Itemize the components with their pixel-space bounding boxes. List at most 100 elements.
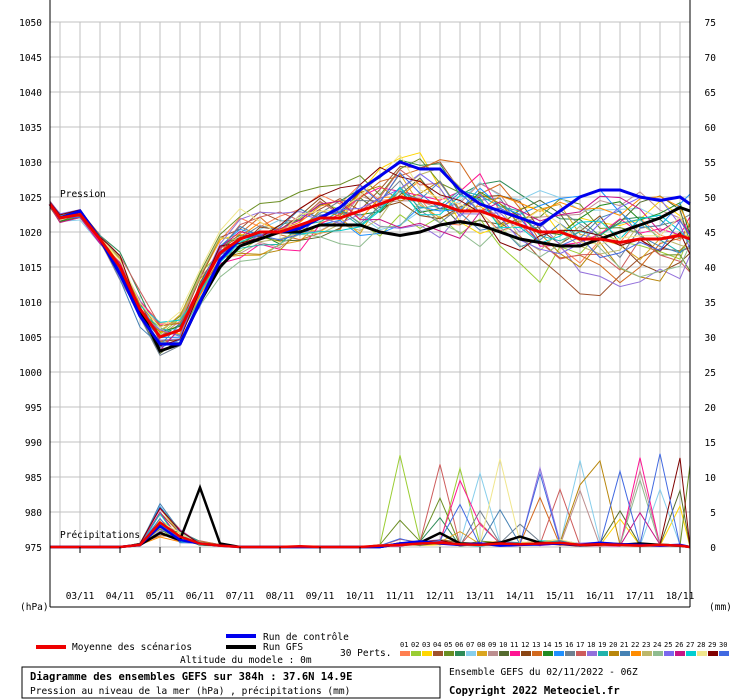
left-tick-label: 990: [25, 438, 42, 449]
right-tick-label: 45: [705, 228, 716, 239]
pert-swatch: [499, 651, 509, 656]
pert-number: 24: [653, 641, 661, 649]
section-label-pression: Pression: [60, 189, 106, 200]
right-tick-label: 60: [705, 123, 717, 134]
pert-swatch: [477, 651, 487, 656]
pert-number: 03: [422, 641, 430, 649]
pert-swatch: [664, 651, 674, 656]
pert-swatch: [719, 651, 729, 656]
pert-number: 08: [477, 641, 485, 649]
right-tick-label: 25: [705, 368, 716, 379]
pert-number: 01: [400, 641, 408, 649]
ensemble-run: Ensemble GEFS du 02/11/2022 - 06Z: [449, 667, 638, 678]
x-tick-label: 04/11: [106, 591, 135, 602]
right-tick-label: 10: [705, 473, 717, 484]
copyright: Copyright 2022 Meteociel.fr: [449, 685, 620, 697]
left-tick-label: 980: [25, 508, 42, 519]
right-tick-label: 30: [705, 333, 717, 344]
right-tick-label: 50: [705, 193, 717, 204]
left-tick-label: 1020: [19, 228, 42, 239]
pert-number: 11: [510, 641, 518, 649]
pert-number: 17: [576, 641, 584, 649]
legend-label-control: Run de contrôle: [263, 632, 349, 643]
left-tick-label: 975: [25, 543, 42, 554]
right-tick-label: 0: [710, 543, 716, 554]
pert-swatch: [697, 651, 707, 656]
left-tick-label: 995: [25, 403, 42, 414]
pert-number: 04: [433, 641, 441, 649]
x-tick-label: 08/11: [266, 591, 295, 602]
left-tick-label: 1005: [19, 333, 42, 344]
left-tick-label: 1000: [19, 368, 42, 379]
right-axis-unit: (mm): [709, 602, 732, 613]
pert-number: 16: [565, 641, 573, 649]
x-tick-label: 07/11: [226, 591, 255, 602]
pert-swatch: [510, 651, 520, 656]
pert-swatch: [433, 651, 443, 656]
pert-pressure-line: [49, 203, 691, 341]
info-box: [21, 666, 441, 699]
left-tick-label: 1040: [19, 88, 42, 99]
section-label-precipitations: Précipitations: [60, 530, 140, 541]
x-tick-label: 13/11: [466, 591, 495, 602]
perturbation-legend: 01 02 03 04 05 06 07 08 09 10 11 12 13 14 15 16 17 18 19 20…: [400, 641, 729, 656]
x-tick-label: 10/11: [346, 591, 375, 602]
pert-swatch: [686, 651, 696, 656]
pert-swatch: [400, 651, 410, 656]
legend: Moyenne des scénarios Run de contrôle Ru…: [36, 632, 729, 666]
left-tick-label: 1035: [19, 123, 42, 134]
pert-swatch: [620, 651, 630, 656]
right-tick-label: 35: [705, 298, 716, 309]
x-tick-label: 16/11: [586, 591, 615, 602]
pert-number: 05: [444, 641, 452, 649]
pert-number: 09: [488, 641, 496, 649]
pert-swatch: [488, 651, 498, 656]
x-tick-label: 12/11: [426, 591, 455, 602]
pert-swatch: [532, 651, 542, 656]
pert-swatch: [631, 651, 641, 656]
x-tick-label: 15/11: [546, 591, 575, 602]
left-tick-label: 1030: [19, 158, 42, 169]
right-tick-label: 75: [705, 18, 716, 29]
left-tick-label: 985: [25, 473, 42, 484]
pert-number: 19: [598, 641, 606, 649]
pert-swatch: [444, 651, 454, 656]
pert-swatch: [455, 651, 465, 656]
pert-number: 12: [521, 641, 529, 649]
right-tick-label: 65: [705, 88, 716, 99]
right-tick-label: 55: [705, 158, 716, 169]
pert-swatch: [576, 651, 586, 656]
pert-swatch: [521, 651, 531, 656]
pert-pressure-line: [49, 186, 691, 323]
pert-swatch: [609, 651, 619, 656]
pert-swatch: [598, 651, 608, 656]
pert-number: 13: [532, 641, 540, 649]
series-mean-precip: [50, 520, 691, 549]
right-tick-label: 40: [705, 263, 717, 274]
left-axis-unit: (hPa): [20, 602, 49, 613]
pert-number: 07: [466, 641, 474, 649]
right-tick-label: 5: [710, 508, 716, 519]
pert-swatch: [411, 651, 421, 656]
pert-number: 26: [675, 641, 683, 649]
right-tick-label: 15: [705, 438, 716, 449]
x-tick-label: 11/11: [386, 591, 415, 602]
pert-swatch: [554, 651, 564, 656]
pert-number: 20: [609, 641, 617, 649]
grid: [50, 21, 690, 548]
left-tick-label: 1045: [19, 53, 42, 64]
legend-label-mean: Moyenne des scénarios: [72, 642, 192, 653]
pert-number: 30: [719, 641, 727, 649]
model-altitude: Altitude du modele : 0m: [180, 655, 312, 666]
pert-number: 29: [708, 641, 716, 649]
legend-label-perts: 30 Perts.: [340, 648, 391, 659]
pert-swatch: [565, 651, 575, 656]
pert-number: 14: [543, 641, 551, 649]
main-series-lines: [48, 160, 691, 549]
series-control-pressure: [48, 160, 691, 346]
pert-number: 02: [411, 641, 419, 649]
pert-number: 25: [664, 641, 672, 649]
